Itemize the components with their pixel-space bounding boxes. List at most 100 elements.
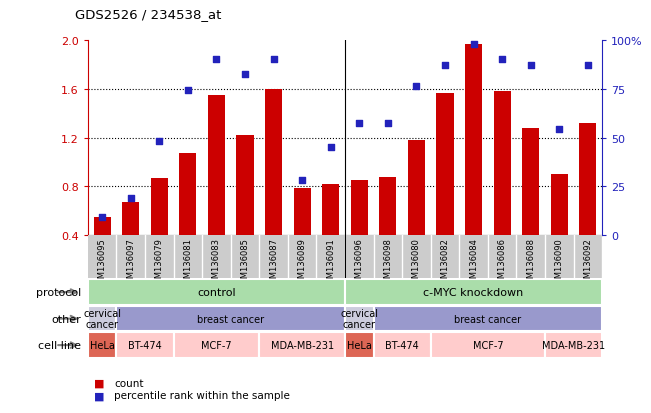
Bar [202,235,230,279]
Bar [230,41,259,235]
Point [183,88,193,94]
Bar [351,181,368,235]
Bar [460,235,488,279]
Text: GDS2526 / 234538_at: GDS2526 / 234538_at [75,8,221,21]
Bar [259,235,288,279]
Bar [174,332,259,358]
Text: GSM136079: GSM136079 [155,237,164,288]
Point [97,214,107,221]
Bar [88,280,345,305]
Text: GSM136089: GSM136089 [298,237,307,288]
Bar [145,235,174,279]
Bar [431,332,545,358]
Point [411,83,422,90]
Bar [288,41,316,235]
Point [297,178,307,184]
Point [126,196,136,202]
Point [211,56,221,63]
Bar [402,235,431,279]
Text: ■: ■ [94,378,105,388]
Text: BT-474: BT-474 [385,340,419,350]
Text: c-MYC knockdown: c-MYC knockdown [424,287,523,297]
Bar [374,306,602,332]
Point [383,120,393,126]
Bar [117,235,145,279]
Text: GSM136095: GSM136095 [98,237,107,288]
Text: other: other [51,314,81,324]
Bar [322,185,339,235]
Point [154,139,165,145]
Text: MDA-MB-231: MDA-MB-231 [271,340,334,350]
Point [525,62,536,69]
Text: BT-474: BT-474 [128,340,162,350]
Bar [545,332,602,358]
Text: cell line: cell line [38,340,81,350]
Text: HeLa: HeLa [90,340,115,350]
Bar [117,332,174,358]
Point [326,144,336,151]
Bar [488,235,516,279]
Bar [145,41,174,235]
Text: GSM136086: GSM136086 [497,237,506,288]
Text: GSM136087: GSM136087 [269,237,278,288]
Text: control: control [197,287,236,297]
Bar [288,235,316,279]
Bar [316,41,345,235]
Bar [579,124,596,235]
Text: GSM136090: GSM136090 [555,237,564,288]
Bar [460,41,488,235]
Bar [259,332,345,358]
Bar [374,235,402,279]
Bar [345,306,374,332]
Text: count: count [114,378,143,388]
Bar [516,41,545,235]
Bar [488,41,516,235]
Text: GSM136096: GSM136096 [355,237,364,288]
Text: GSM136080: GSM136080 [412,237,421,288]
Text: HeLa: HeLa [347,340,372,350]
Bar [374,332,431,358]
Bar [236,136,254,235]
Text: MCF-7: MCF-7 [201,340,232,350]
Bar [465,45,482,235]
Point [583,62,593,69]
Text: GSM136085: GSM136085 [240,237,249,288]
Point [354,120,365,126]
Bar [522,128,539,235]
Bar [551,175,568,235]
Bar [431,235,460,279]
Bar [265,90,282,235]
Text: GSM136098: GSM136098 [383,237,393,288]
Bar [431,41,460,235]
Bar [174,41,202,235]
Text: MDA-MB-231: MDA-MB-231 [542,340,605,350]
Bar [345,280,602,305]
Point [469,41,479,48]
Text: GSM136081: GSM136081 [184,237,193,288]
Text: breast cancer: breast cancer [454,314,521,324]
Point [240,71,250,78]
Bar [380,177,396,235]
Bar [374,41,402,235]
Text: GSM136091: GSM136091 [326,237,335,288]
Bar [208,96,225,235]
Bar [408,141,425,235]
Text: GSM136097: GSM136097 [126,237,135,288]
Bar [345,41,374,235]
Text: GSM136092: GSM136092 [583,237,592,288]
Bar [151,178,168,235]
Bar [230,235,259,279]
Bar [88,41,117,235]
Bar [122,203,139,235]
Text: cervical
cancer: cervical cancer [83,308,121,330]
Bar [316,235,345,279]
Bar [88,332,117,358]
Bar [94,217,111,235]
Point [497,56,507,63]
Point [554,126,564,133]
Point [268,56,279,63]
Bar [174,235,202,279]
Bar [574,235,602,279]
Bar [88,235,117,279]
Bar [574,41,602,235]
